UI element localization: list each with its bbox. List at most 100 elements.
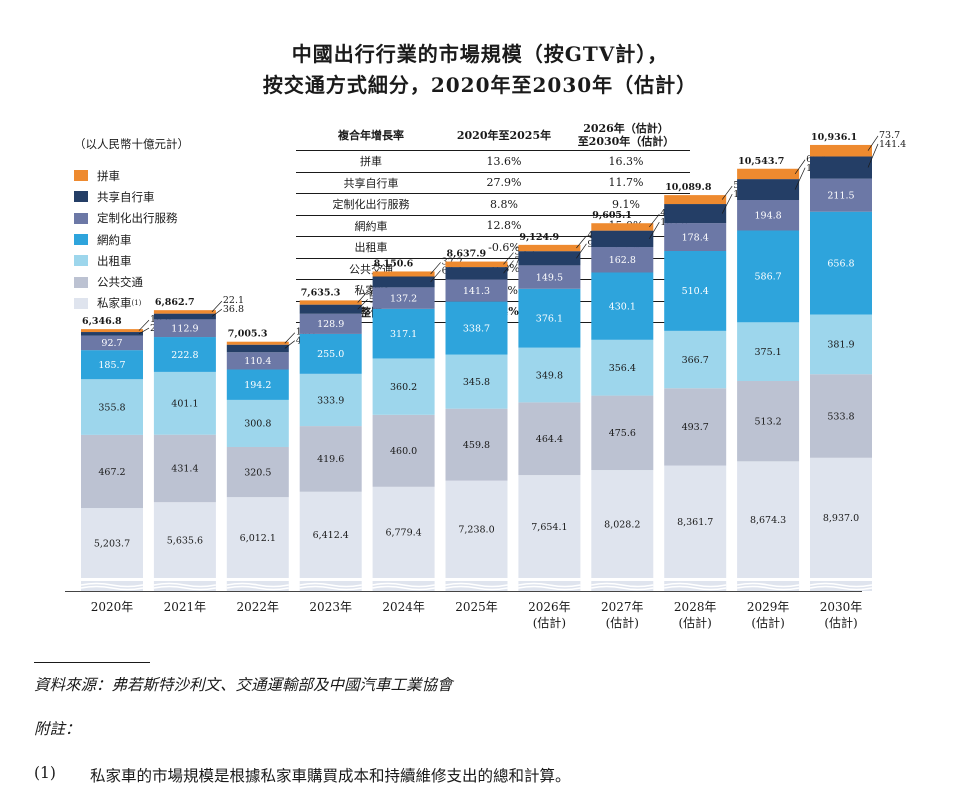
bar-segment-series-6 [518,244,581,252]
bar-segment-private-car [299,491,362,578]
bar-value-label: 149.5 [536,272,563,283]
axis-break-mark [372,582,435,588]
bar-value-label-carpool: 22.1 [223,295,244,306]
cagr-row-label: 共享自行車 [296,172,446,194]
cagr-value: 13.6% [446,150,562,173]
leader-line [503,252,514,265]
footnote-number: (1) [34,764,56,782]
x-tick-label: 2020年 [91,600,134,614]
axis-break-mark [445,582,508,588]
bar-value-label: 345.8 [463,377,490,388]
cagr-value: 12.8% [446,215,562,237]
axis-break-mark [80,585,144,591]
bar-value-label: 493.7 [682,422,709,433]
legend-swatch [74,255,88,267]
bar-segment-break [810,581,872,591]
leader-line [867,143,879,168]
legend-swatch [74,170,88,182]
footnote-text: 私家車的市場規模是根據私家車購買成本和持續維修支出的總和計算。 [90,767,571,785]
bar-segment-private-car [737,461,800,578]
bar-segment-break [299,581,362,591]
bar-segment-series-5 [81,332,143,336]
bar-value-label: 8,937.0 [823,513,859,524]
leader-line [357,299,368,310]
legend-swatch [74,234,88,246]
cagr-header: 2020年至2025年 [446,120,562,151]
legend-swatch [74,276,88,288]
cagr-value: 9.1% [562,193,690,216]
legend-swatch [74,191,88,203]
bar-segment-private-car [153,502,216,578]
bar-segment-series-4 [518,265,581,289]
bar-segment-series-4 [591,247,654,273]
legend-swatch [74,212,88,224]
cagr-value: 16.3% [562,150,690,173]
bar-value-label: 355.8 [98,402,125,413]
bar-segment-private-car [664,465,727,578]
leader-line [576,235,587,249]
bar-value-label: 349.8 [536,370,563,381]
bar-value-label: 7,654.1 [531,522,567,533]
unit-label: （以人民幣十億元計） [74,137,189,151]
leader-line [211,308,223,317]
bar-total-label: 8,637.9 [447,249,487,260]
bar-segment-series-6 [445,261,508,268]
bar-value-label: 6,012.1 [240,533,276,544]
bar-value-label: 513.2 [754,416,781,427]
bar-segment-series-1 [664,388,727,466]
bar-segment-series-2 [737,322,800,382]
cagr-row-label: 定制化出行服務 [296,193,446,216]
bar-total-label: 9,124.9 [519,232,559,243]
bar-segment-series-3 [591,272,654,340]
bar-segment-series-1 [372,414,435,487]
bar-value-label: 178.4 [682,232,709,243]
bar-total-label: 6,346.8 [82,316,122,327]
bar-segment-series-2 [664,330,727,389]
bar-segment-break [518,581,581,591]
bar-segment-private-car [445,480,508,578]
bar-segment-series-6 [299,300,362,305]
bar-segment-private-car [372,486,435,578]
legend-item-bike-sharing: 共享自行車 [74,186,178,207]
x-tick-label: 2023年 [309,600,352,614]
axis-break-mark [809,585,873,591]
bar-segment-series-6 [810,144,872,157]
leader-line [503,260,514,274]
x-tick-label: (估計) [751,615,784,630]
bar-segment-series-3 [81,350,143,380]
bar-value-label-bike: 141.4 [879,139,906,150]
leader-line [649,222,660,240]
bar-segment-series-6 [664,195,727,205]
bar-value-label: 464.4 [536,434,563,445]
axis-break-mark [664,582,727,588]
bar-segment-break [737,581,800,591]
leader-line [284,340,296,349]
bar-segment-series-2 [299,373,362,427]
axis-break-mark [518,585,581,591]
cagr-value: 27.9% [446,172,562,194]
bar-segment-series-5 [518,251,581,266]
leader-line [430,262,441,275]
bar-value-label: 430.1 [609,301,636,312]
bar-segment-series-5 [445,267,508,280]
bar-segment-series-3 [737,230,800,323]
bar-segment-series-1 [153,434,216,503]
bar-segment-break [226,581,289,591]
bar-segment-series-3 [445,301,508,355]
legend-label: 網約車 [97,232,132,247]
bar-segment-series-5 [591,230,654,248]
x-tick-label: 2030年 [820,600,863,614]
bar-total-label: 7,005.3 [228,329,268,340]
chart-title-line1: 中國出行行業的市場規模（按GTV計）， [291,42,669,66]
bar-value-label: 6,412.4 [313,530,349,541]
bar-segment-series-2 [153,371,216,435]
legend-label: 共享自行車 [97,189,155,204]
cagr-header: 2026年（估計） 至2030年（估計） [562,120,690,151]
x-tick-label: 2025年 [455,600,498,614]
bar-value-label: 110.4 [244,356,271,367]
x-tick-label: 2028年 [674,600,717,614]
cagr-header: 複合年增長率 [296,120,446,151]
cagr-row: 共享自行車 27.9% 11.7% [296,172,690,194]
bar-segment-series-6 [737,168,800,180]
